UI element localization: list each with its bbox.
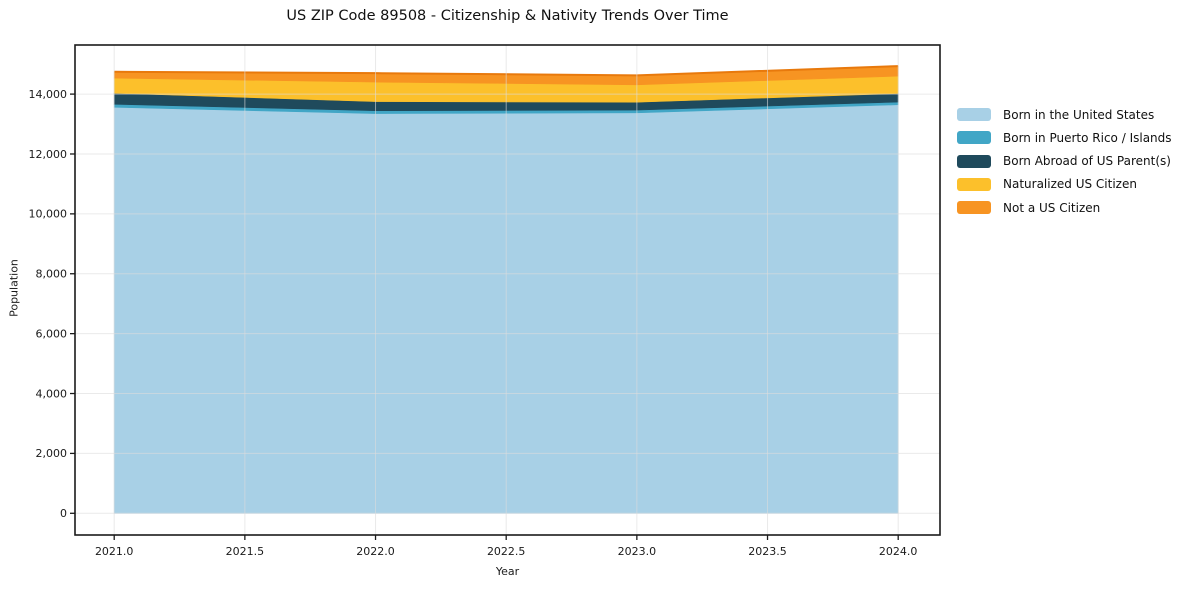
y-tick-label: 6,000 <box>36 327 68 340</box>
legend-item-4: Not a US Citizen <box>957 200 1172 215</box>
legend-swatch-icon <box>957 154 991 168</box>
legend-item-2: Born Abroad of US Parent(s) <box>957 154 1172 169</box>
x-tick-label: 2023.0 <box>618 545 657 558</box>
legend-item-3: Naturalized US Citizen <box>957 177 1172 192</box>
legend-label: Naturalized US Citizen <box>1003 177 1137 192</box>
legend: Born in the United States Born in Puerto … <box>957 108 1172 224</box>
x-tick-label: 2024.0 <box>879 545 918 558</box>
x-tick-label: 2021.5 <box>226 545 265 558</box>
y-tick-label: 14,000 <box>29 88 68 101</box>
legend-item-0: Born in the United States <box>957 108 1172 121</box>
legend-swatch-icon <box>957 108 991 121</box>
y-tick-label: 0 <box>60 507 67 520</box>
legend-swatch-icon <box>957 177 991 191</box>
legend-swatch-icon <box>957 201 991 215</box>
y-tick-label: 12,000 <box>29 148 68 161</box>
x-tick-label: 2022.0 <box>356 545 395 558</box>
plot-frame <box>74 44 941 536</box>
y-tick-label: 2,000 <box>36 447 68 460</box>
legend-label: Born in the United States <box>1003 107 1155 122</box>
legend-swatch-icon <box>957 131 991 145</box>
legend-item-1: Born in Puerto Rico / Islands <box>957 130 1172 145</box>
chart-title: US ZIP Code 89508 - Citizenship & Nativi… <box>286 8 729 24</box>
y-tick-label: 4,000 <box>36 387 68 400</box>
legend-label: Born in Puerto Rico / Islands <box>1003 130 1172 145</box>
x-axis-label: Year <box>495 565 520 578</box>
legend-label: Born Abroad of US Parent(s) <box>1003 154 1171 169</box>
x-tick-label: 2023.5 <box>748 545 787 558</box>
x-tick-label: 2021.0 <box>95 545 134 558</box>
x-tick-label: 2022.5 <box>487 545 526 558</box>
y-tick-label: 10,000 <box>29 208 68 221</box>
y-tick-label: 8,000 <box>36 268 68 281</box>
legend-label: Not a US Citizen <box>1003 200 1101 215</box>
y-axis-label: Population <box>7 259 21 317</box>
